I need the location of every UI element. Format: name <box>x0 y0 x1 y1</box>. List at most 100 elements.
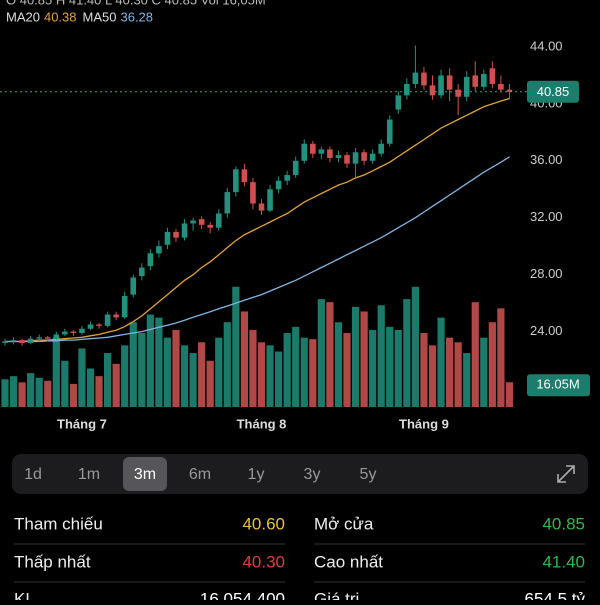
volume-bar <box>334 322 343 407</box>
volume-bar <box>257 342 266 407</box>
volume-bar <box>206 360 214 407</box>
volume-bar <box>215 337 223 407</box>
stat-value: 654.5 tỷ <box>525 589 586 600</box>
volume-bar <box>454 342 462 407</box>
volume-bar <box>78 348 86 407</box>
candle-body <box>87 324 94 329</box>
candle-body <box>190 220 196 224</box>
candle-body <box>156 246 162 254</box>
candle-body <box>10 340 17 342</box>
period-button[interactable]: 5y <box>360 466 377 483</box>
candle-body <box>284 175 290 181</box>
volume-bar <box>300 337 308 407</box>
volume-bar <box>275 351 283 407</box>
volume-bar <box>497 308 505 407</box>
candle-body <box>207 224 213 228</box>
candle-body <box>386 119 393 144</box>
volume-bar <box>198 342 206 407</box>
period-button[interactable]: 1y <box>248 466 265 483</box>
volume-tag <box>527 374 590 397</box>
volume-bar <box>343 333 351 407</box>
candle-body <box>70 331 77 333</box>
stat-label: Giá trị <box>314 589 359 600</box>
volume-bar <box>360 311 368 407</box>
volume-bar <box>420 333 428 407</box>
volume-bar <box>121 345 129 407</box>
period-button[interactable]: 3m <box>134 466 156 483</box>
volume-bar <box>480 337 488 407</box>
candle-body <box>412 72 419 84</box>
stat-value: 16,054,400 <box>200 589 285 600</box>
x-tick-label: Tháng 9 <box>399 416 449 431</box>
volume-bar <box>52 337 60 407</box>
candle-body <box>446 75 453 90</box>
candle-body <box>215 213 222 228</box>
candle-body <box>463 76 470 97</box>
ma-line <box>5 156 510 343</box>
candle-body <box>130 277 137 295</box>
volume-bar <box>232 286 240 407</box>
volume-bar <box>189 353 197 407</box>
volume-bar <box>351 306 360 407</box>
ma-value: 40.38 <box>44 9 77 24</box>
y-tick-label: 24.00 <box>530 323 563 338</box>
volume-bar <box>112 363 120 407</box>
last-price-label: 40.85 <box>537 84 570 99</box>
period-button[interactable]: 3y <box>304 466 321 483</box>
ma-line <box>5 97 510 343</box>
candle-body <box>361 152 367 161</box>
period-button[interactable]: 1d <box>24 466 42 483</box>
header-line: O 40.85 H 41.40 L 40.30 C 40.85 Vol 16,0… <box>6 0 266 7</box>
candle-body <box>224 192 231 214</box>
stat-label: Thấp nhất <box>14 552 91 571</box>
volume-bar <box>172 329 180 407</box>
y-tick-label: 36.00 <box>530 152 563 167</box>
candle-body <box>164 231 171 245</box>
candle-body <box>19 340 25 343</box>
volume-bar <box>505 382 514 407</box>
y-tick-label: 44.00 <box>530 38 563 53</box>
candle-body <box>121 296 128 318</box>
period-button[interactable]: 1m <box>78 466 100 483</box>
stat-label: Tham chiếu <box>14 514 103 533</box>
volume-bar <box>27 373 35 407</box>
expand-icon[interactable] <box>557 465 575 483</box>
candle-body <box>267 189 273 211</box>
stat-value: 40.85 <box>542 514 585 533</box>
stat-label: Mở cửa <box>314 514 374 533</box>
ma-value: 36.28 <box>120 9 153 24</box>
candle-body <box>344 155 350 164</box>
candle-body <box>369 153 376 161</box>
candle-body <box>395 95 402 110</box>
volume-bar <box>18 382 26 407</box>
candle-body <box>96 324 102 326</box>
volume-bar <box>446 337 454 407</box>
volume-bar <box>292 326 300 407</box>
volume-bar <box>138 333 146 407</box>
candle-body <box>318 149 325 154</box>
candle-body <box>233 169 239 193</box>
volume-bar <box>249 329 257 407</box>
candle-body <box>310 143 316 154</box>
volume-bar <box>9 376 18 407</box>
volume-bar <box>69 383 77 407</box>
volume-bar <box>155 317 163 407</box>
stat-value: 41.40 <box>542 552 585 571</box>
volume-bar <box>488 322 496 407</box>
candle-body <box>181 223 188 238</box>
period-button[interactable]: 6m <box>189 466 211 483</box>
x-tick-label: Tháng 7 <box>57 416 107 431</box>
volume-bar <box>317 299 325 407</box>
ma-name: MA50 <box>83 9 117 24</box>
volume-bar <box>471 302 479 407</box>
candle-body <box>455 89 461 97</box>
candle-body <box>2 341 8 343</box>
candle-body <box>378 143 384 154</box>
volume-bar <box>437 317 445 407</box>
candle-body <box>79 328 85 333</box>
volume-bar <box>180 345 189 407</box>
volume-bar <box>163 337 172 407</box>
candle-body <box>438 75 444 96</box>
candle-body <box>481 74 487 87</box>
